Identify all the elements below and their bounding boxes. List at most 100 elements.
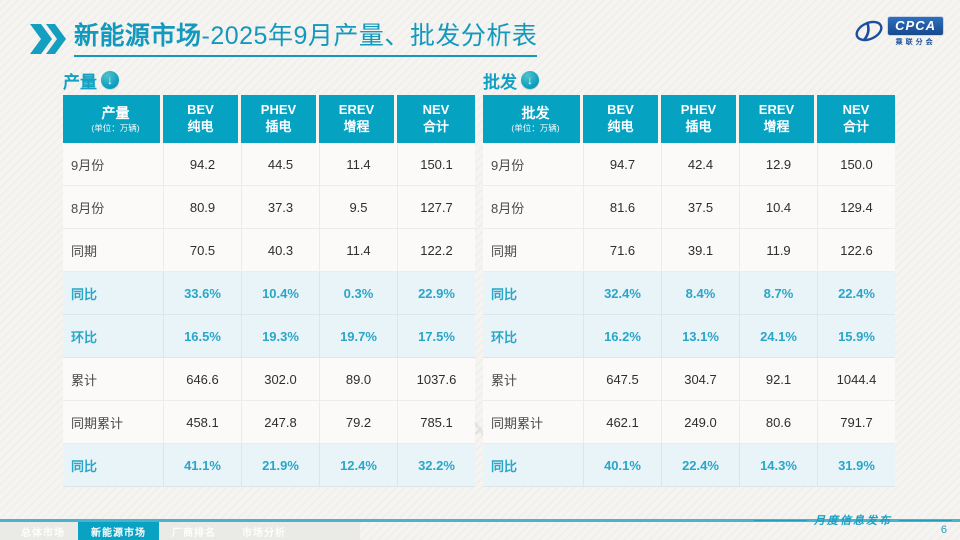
table-cell: 646.6 — [163, 358, 241, 400]
table-cell: 247.8 — [241, 401, 319, 443]
row-label: 同比 — [491, 458, 518, 474]
footer-divider-line — [0, 519, 960, 522]
page-title-bold: 新能源市场 — [74, 22, 202, 50]
table-cell: 785.1 — [397, 401, 475, 443]
table-cell: 13.1% — [661, 315, 739, 357]
footer-tab-0[interactable]: 总体市场 — [21, 527, 65, 539]
table-cell: 10.4% — [241, 272, 319, 314]
table-row: 同比 32.4% 8.4% 8.7% 22.4% — [483, 272, 895, 315]
table-row: 8月份 81.6 37.5 10.4 129.4 — [483, 186, 895, 229]
cpca-logo-subtitle: 乘联分会 — [895, 39, 936, 46]
table-cell: 122.6 — [817, 229, 895, 271]
table-cell: 791.7 — [817, 401, 895, 443]
row-label: 9月份 — [71, 157, 105, 173]
row-label: 同期 — [491, 243, 518, 259]
table-cell: 11.4 — [319, 143, 397, 185]
cpca-logo: CPCA 乘联分会 — [854, 16, 944, 47]
cpca-logo-text: CPCA 乘联分会 — [887, 16, 944, 47]
title-row: 新能源市场-2025年9月产量、批发分析表 — [28, 22, 538, 57]
table-cell: 37.3 — [241, 186, 319, 228]
table-cell: 31.9% — [817, 444, 895, 486]
table-cell: 24.1% — [739, 315, 817, 357]
column-header-nev: NEV 合计 — [397, 95, 475, 143]
table-cell: 647.5 — [583, 358, 661, 400]
table-cell: 71.6 — [583, 229, 661, 271]
table-cell: 17.5% — [397, 315, 475, 357]
column-header-nev: NEV 合计 — [817, 95, 895, 143]
table-cell: 249.0 — [661, 401, 739, 443]
table-cell: 89.0 — [319, 358, 397, 400]
table-row: 同比 41.1% 21.9% 12.4% 32.2% — [63, 444, 475, 487]
table-cell: 8.7% — [739, 272, 817, 314]
footer-tab-1[interactable]: 新能源市场 — [78, 522, 159, 540]
table-cell: 12.4% — [319, 444, 397, 486]
cpca-swirl-icon — [855, 20, 883, 42]
table-cell: 39.1 — [661, 229, 739, 271]
table-header-row: 产量 (单位：万辆) BEV 纯电 PHEV 插电 EREV 增程 NEV 合计 — [63, 95, 475, 143]
column-header-bev: BEV 纯电 — [583, 95, 661, 143]
table-cell: 8.4% — [661, 272, 739, 314]
row-label: 同比 — [71, 458, 98, 474]
table-cell: 129.4 — [817, 186, 895, 228]
table-cell: 70.5 — [163, 229, 241, 271]
table-cell: 81.6 — [583, 186, 661, 228]
table-row: 累计 647.5 304.7 92.1 1044.4 — [483, 358, 895, 401]
double-chevron-icon — [30, 24, 66, 54]
down-arrow-icon: ↓ — [521, 71, 539, 89]
table-cell: 40.1% — [583, 444, 661, 486]
table-row: 8月份 80.9 37.3 9.5 127.7 — [63, 186, 475, 229]
row-label: 环比 — [71, 329, 98, 345]
production-table: 产量 (单位：万辆) BEV 纯电 PHEV 插电 EREV 增程 NEV 合计 9月份 94.2 44… — [63, 95, 475, 487]
table-row: 环比 16.2% 13.1% 24.1% 15.9% — [483, 315, 895, 358]
table-row: 9月份 94.7 42.4 12.9 150.0 — [483, 143, 895, 186]
table-cell: 22.4% — [661, 444, 739, 486]
table-row: 同比 40.1% 22.4% 14.3% 31.9% — [483, 444, 895, 487]
table-cell: 94.2 — [163, 143, 241, 185]
column-header-phev: PHEV 插电 — [241, 95, 319, 143]
table-row: 同期 71.6 39.1 11.9 122.6 — [483, 229, 895, 272]
column-header-phev: PHEV 插电 — [661, 95, 739, 143]
table-cell: 14.3% — [739, 444, 817, 486]
row-label: 同期累计 — [491, 415, 544, 431]
table-cell: 44.5 — [241, 143, 319, 185]
table-cell: 22.4% — [817, 272, 895, 314]
production-section: 产量 ↓ 产量 (单位：万辆) BEV 纯电 PHEV 插电 EREV 增程 NEV 合计 9月份 9… — [63, 68, 475, 487]
row-label: 累计 — [71, 372, 98, 388]
table-cell: 32.4% — [583, 272, 661, 314]
table-title: 批发 — [521, 105, 550, 122]
table-cell: 16.2% — [583, 315, 661, 357]
table-cell: 94.7 — [583, 143, 661, 185]
page-number: 6 — [940, 524, 947, 536]
row-label: 累计 — [491, 372, 518, 388]
table-row: 同期累计 458.1 247.8 79.2 785.1 — [63, 401, 475, 444]
footer-tab-2[interactable]: 厂商排名 — [172, 527, 216, 539]
table-cell: 458.1 — [163, 401, 241, 443]
table-unit: (单位：万辆) — [91, 122, 140, 133]
row-label: 8月份 — [71, 200, 105, 216]
wholesale-section: 批发 ↓ 批发 (单位：万辆) BEV 纯电 PHEV 插电 EREV 增程 NEV 合计 9月份 9… — [483, 68, 895, 487]
column-header-erev: EREV 增程 — [739, 95, 817, 143]
table-header-first: 批发 (单位：万辆) — [483, 95, 583, 143]
table-row: 环比 16.5% 19.3% 19.7% 17.5% — [63, 315, 475, 358]
down-arrow-icon: ↓ — [101, 71, 119, 89]
table-row: 累计 646.6 302.0 89.0 1037.6 — [63, 358, 475, 401]
row-label: 8月份 — [491, 200, 525, 216]
row-label: 同期 — [71, 243, 98, 259]
table-title: 产量 — [101, 105, 130, 122]
table-cell: 11.9 — [739, 229, 817, 271]
table-row: 同期累计 462.1 249.0 80.6 791.7 — [483, 401, 895, 444]
table-cell: 32.2% — [397, 444, 475, 486]
table-cell: 10.4 — [739, 186, 817, 228]
table-cell: 22.9% — [397, 272, 475, 314]
row-label: 同比 — [71, 286, 98, 302]
table-cell: 16.5% — [163, 315, 241, 357]
row-label: 9月份 — [491, 157, 525, 173]
table-cell: 41.1% — [163, 444, 241, 486]
table-cell: 150.1 — [397, 143, 475, 185]
footer-tab-3[interactable]: 市场分析 — [242, 527, 286, 539]
table-cell: 19.3% — [241, 315, 319, 357]
production-section-label: 产量 ↓ — [63, 68, 475, 92]
column-header-bev: BEV 纯电 — [163, 95, 241, 143]
table-row: 9月份 94.2 44.5 11.4 150.1 — [63, 143, 475, 186]
